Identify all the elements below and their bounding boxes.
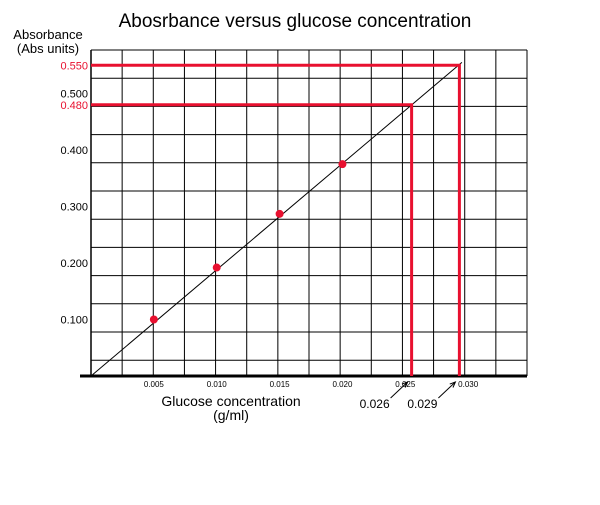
annotation-label: 0.026 (360, 397, 390, 411)
annotation-arrowhead (449, 381, 457, 388)
x-tick-label: 0.010 (207, 380, 228, 389)
highlight-line (91, 63, 461, 376)
highlight-line (91, 103, 414, 376)
y-tick-label: 0.200 (60, 258, 88, 270)
tick-labels: 0.0050.0100.0150.0200.0250.0300.1000.200… (60, 60, 478, 389)
points-layer (149, 160, 347, 324)
x-tick-label: 0.015 (270, 380, 291, 389)
x-axis-label-line1: Glucose concentration (161, 393, 300, 409)
y-axis-label-line1: Absorbance (13, 27, 82, 42)
annotation-arrow (390, 381, 408, 399)
y-tick-label: 0.100 (60, 315, 88, 327)
trendline-layer (90, 62, 463, 377)
y-tick-label-highlight: 0.550 (60, 60, 88, 72)
x-tick-label: 0.030 (458, 380, 479, 389)
x-tick-label: 0.020 (332, 380, 353, 389)
y-axis-label-line2: (Abs units) (17, 41, 79, 56)
data-point (275, 209, 284, 218)
x-axis-label-line2: (g/ml) (213, 407, 249, 423)
x-tick-label: 0.005 (144, 380, 165, 389)
annotation-arrow (438, 381, 456, 399)
data-point (338, 160, 347, 169)
highlight-layer (91, 63, 461, 376)
grid (91, 49, 528, 376)
y-tick-label: 0.400 (60, 145, 88, 157)
annotation-arrowhead (401, 381, 409, 388)
trendline (90, 62, 463, 377)
y-tick-label-highlight: 0.480 (60, 100, 88, 112)
data-point (212, 263, 221, 272)
y-tick-label: 0.500 (60, 89, 88, 101)
chart-title: Abosrbance versus glucose concentration (119, 11, 472, 32)
y-tick-label: 0.300 (60, 202, 88, 214)
data-point (149, 315, 158, 324)
annotation-label: 0.029 (407, 397, 437, 411)
annotations: 0.029 0.026 (360, 381, 457, 411)
